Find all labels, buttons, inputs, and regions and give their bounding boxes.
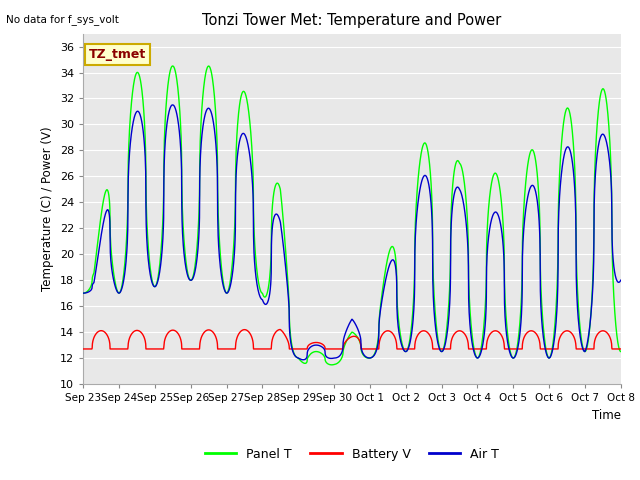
Title: Tonzi Tower Met: Temperature and Power: Tonzi Tower Met: Temperature and Power [202,13,502,28]
Y-axis label: Temperature (C) / Power (V): Temperature (C) / Power (V) [42,127,54,291]
Text: No data for f_sys_volt: No data for f_sys_volt [6,13,119,24]
Text: TZ_tmet: TZ_tmet [88,48,146,61]
Legend: Panel T, Battery V, Air T: Panel T, Battery V, Air T [200,443,504,466]
X-axis label: Time: Time [592,408,621,421]
